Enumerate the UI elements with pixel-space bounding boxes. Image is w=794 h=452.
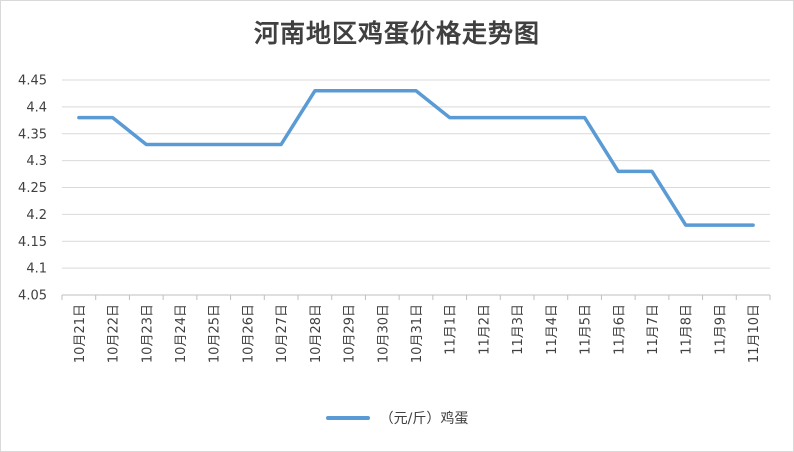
x-tick-label: 10月30日 xyxy=(376,304,391,363)
x-tick-label: 10月23日 xyxy=(140,304,155,363)
data-point[interactable] xyxy=(650,169,655,174)
gridlines xyxy=(62,79,770,269)
y-tick-label: 4.2 xyxy=(26,208,47,223)
data-point[interactable] xyxy=(582,115,587,120)
y-tick-label: 4.05 xyxy=(18,289,47,304)
x-tick-label: 10月26日 xyxy=(241,304,256,363)
legend-label: （元/斤）鸡蛋 xyxy=(379,411,469,427)
data-point[interactable] xyxy=(76,115,81,120)
x-tick-label: 10月22日 xyxy=(107,304,122,363)
x-tick-label: 11月7日 xyxy=(646,304,661,355)
x-tick-label: 11月8日 xyxy=(680,304,695,355)
y-tick-label: 4.15 xyxy=(18,235,47,250)
x-tick-label: 11月2日 xyxy=(477,304,492,355)
data-point[interactable] xyxy=(683,223,688,228)
legend[interactable]: （元/斤）鸡蛋 xyxy=(0,408,794,428)
data-point[interactable] xyxy=(548,115,553,120)
x-tick-label: 10月24日 xyxy=(174,304,189,363)
x-tick-label: 11月10日 xyxy=(747,304,762,363)
y-tick-label: 4.35 xyxy=(18,127,47,142)
data-point[interactable] xyxy=(110,115,115,120)
series-layer xyxy=(76,88,756,228)
legend-swatch xyxy=(325,416,370,420)
y-tick-label: 4.1 xyxy=(26,262,47,277)
x-tick-label: 10月31日 xyxy=(410,304,425,363)
x-axis-ticks: 10月21日 10月22日 10月23日 10月24日 10月25日 10月26日 10月2… xyxy=(73,304,762,363)
data-point[interactable] xyxy=(380,88,385,93)
y-tick-label: 4.3 xyxy=(26,154,47,169)
x-tick-label: 10月28日 xyxy=(309,304,324,363)
x-tick-label: 11月3日 xyxy=(511,304,526,355)
data-point[interactable] xyxy=(211,142,216,147)
chart-title: 河南地区鸡蛋价格走势图 xyxy=(253,19,540,48)
x-tick-label: 10月25日 xyxy=(208,304,223,363)
x-tick-label: 11月6日 xyxy=(612,304,627,355)
data-point[interactable] xyxy=(312,88,317,93)
data-point[interactable] xyxy=(751,223,756,228)
x-tick-label: 10月27日 xyxy=(275,304,290,363)
y-tick-label: 4.4 xyxy=(26,100,47,115)
y-tick-label: 4.25 xyxy=(18,181,47,196)
y-axis-ticks: 4.05 4.1 4.15 4.2 4.25 4.3 4.35 4.4 4.45 xyxy=(18,74,47,304)
x-axis xyxy=(61,294,771,300)
data-point[interactable] xyxy=(178,142,183,147)
x-tick-label: 10月29日 xyxy=(343,304,358,363)
data-point[interactable] xyxy=(245,142,250,147)
data-point[interactable] xyxy=(279,142,284,147)
data-point[interactable] xyxy=(346,88,351,93)
x-tick-label: 11月5日 xyxy=(579,304,594,355)
x-tick-label: 11月4日 xyxy=(545,304,560,355)
data-point[interactable] xyxy=(717,223,722,228)
data-point[interactable] xyxy=(447,115,452,120)
data-point[interactable] xyxy=(616,169,621,174)
x-tick-label: 10月21日 xyxy=(73,304,88,363)
data-point[interactable] xyxy=(414,88,419,93)
x-tick-label: 11月1日 xyxy=(444,304,459,355)
data-point[interactable] xyxy=(144,142,149,147)
x-tick-label: 11月9日 xyxy=(713,304,728,355)
data-point[interactable] xyxy=(515,115,520,120)
series-line[interactable] xyxy=(77,89,755,227)
data-point[interactable] xyxy=(481,115,486,120)
y-tick-label: 4.45 xyxy=(18,74,47,89)
